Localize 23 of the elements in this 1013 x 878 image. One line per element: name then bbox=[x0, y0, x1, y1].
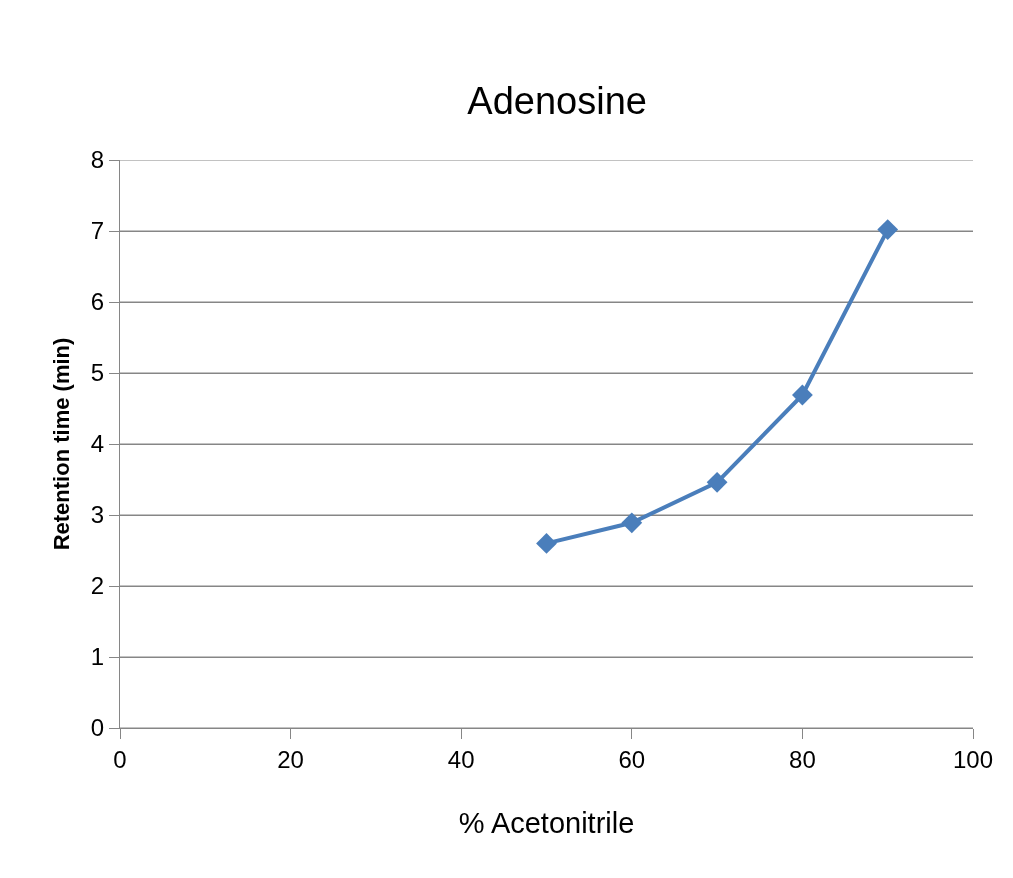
y-tick-label: 0 bbox=[90, 714, 105, 742]
point bbox=[792, 384, 813, 406]
x-axis-title: % Acetonitrile bbox=[458, 806, 635, 839]
y-tick-label: 2 bbox=[90, 572, 105, 600]
y-tick-label: 8 bbox=[90, 146, 105, 174]
y-tick-label: 1 bbox=[90, 643, 105, 671]
y-tick-label: 7 bbox=[90, 217, 105, 245]
x-tick-label: 100 bbox=[952, 745, 994, 773]
x-tick-label: 80 bbox=[789, 745, 816, 773]
point bbox=[621, 512, 643, 534]
x-tick-label: 60 bbox=[618, 745, 646, 773]
point bbox=[706, 471, 728, 493]
y-tick-label: 4 bbox=[90, 430, 105, 458]
point bbox=[877, 219, 899, 240]
y-tick-label: 5 bbox=[90, 359, 105, 387]
x-tick-label: 20 bbox=[277, 745, 304, 773]
y-tick-label: 3 bbox=[90, 501, 105, 529]
x-tick-label: 40 bbox=[447, 745, 475, 773]
y-axis-title: Retention time (min) bbox=[48, 337, 74, 551]
point bbox=[536, 533, 557, 554]
x-tick-label: 0 bbox=[113, 745, 127, 773]
y-tick-label: 6 bbox=[90, 288, 105, 316]
chart-title: Adenosine bbox=[467, 80, 647, 123]
